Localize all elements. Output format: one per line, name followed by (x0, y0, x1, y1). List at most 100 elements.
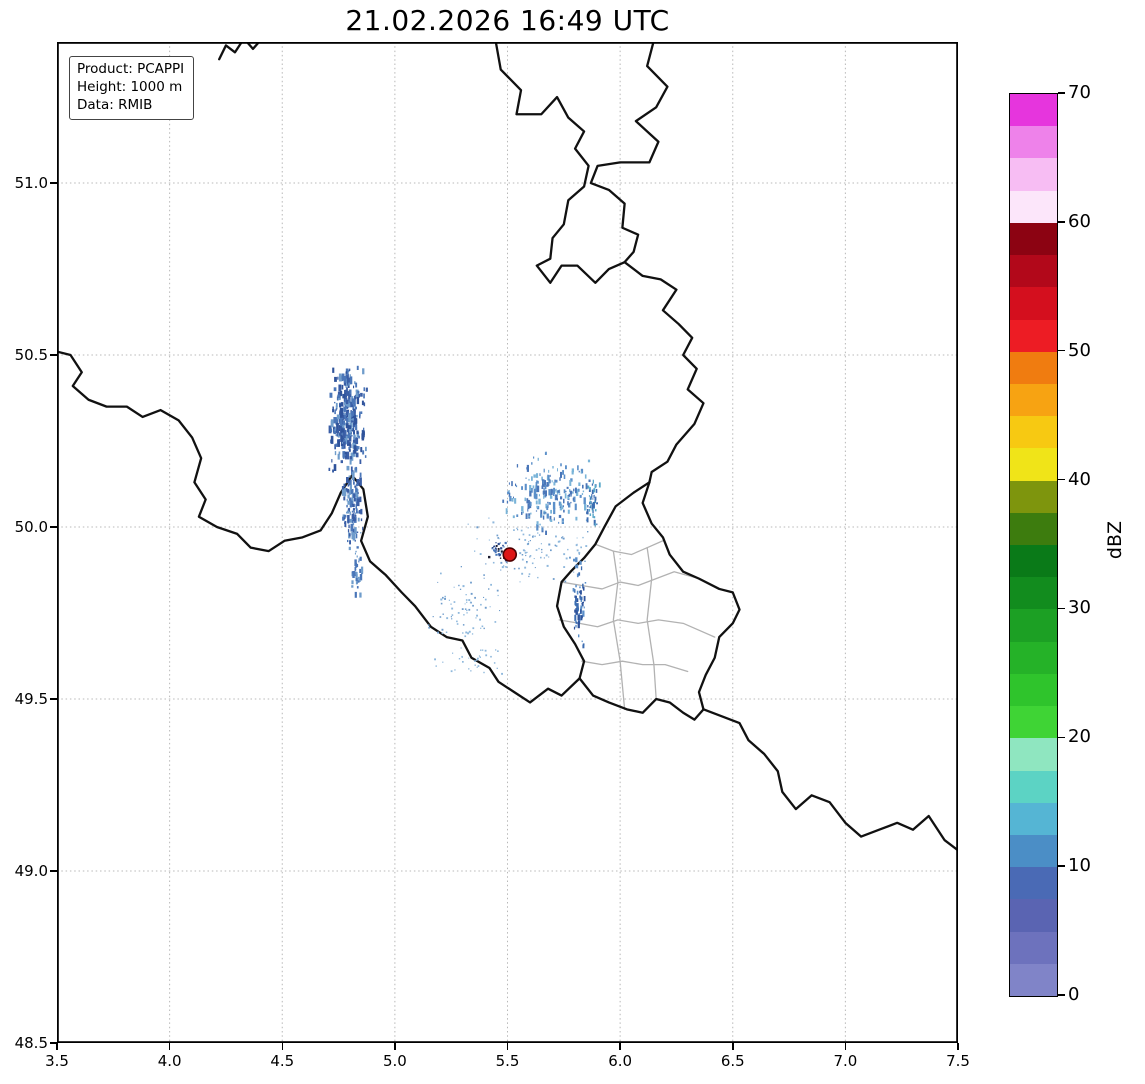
radar-echo-dot (346, 511, 348, 514)
radar-echo-dot (437, 581, 439, 583)
radar-echo-dot (341, 376, 344, 382)
radar-echo-dot (442, 596, 444, 599)
radar-echo-dot (354, 540, 356, 542)
radar-echo-dot (531, 476, 533, 481)
radar-echo-dot (592, 479, 594, 484)
radar-echo-dot (555, 535, 557, 538)
radar-echo-dot (575, 557, 578, 563)
radar-echo-dot (560, 463, 562, 467)
radar-echo-dot (536, 521, 539, 525)
x-axis-tickmark (957, 1043, 959, 1050)
radar-echo-dot (587, 485, 590, 489)
radar-echo-dot (554, 544, 557, 547)
radar-echo-dot (351, 435, 353, 437)
radar-echo-dot (360, 392, 363, 397)
radar-echo-dot (559, 477, 561, 481)
radar-echo-dot (532, 536, 534, 538)
colorbar-tickmark (1058, 865, 1065, 867)
radar-echo-dot (479, 656, 481, 658)
radar-echo-dot (582, 484, 584, 489)
radar-echo-dot (355, 571, 358, 577)
radar-echo-dot (357, 517, 360, 522)
radar-echo-dot (488, 517, 490, 519)
radar-echo-dot (358, 394, 360, 398)
radar-echo-dot (351, 411, 355, 416)
radar-echo-dot (363, 387, 365, 392)
radar-echo-dot (503, 565, 505, 567)
radar-echo-dot (468, 630, 471, 633)
colorbar-tick-label: 70 (1068, 82, 1091, 103)
radar-echo-dot (347, 529, 350, 533)
district-border-lux-canton-line-6 (646, 547, 657, 700)
radar-echo-dot (531, 562, 534, 565)
radar-echo-dot (547, 504, 549, 508)
radar-echo-dot (546, 482, 549, 487)
radar-echo-dot (346, 465, 350, 471)
radar-echo-dot (354, 552, 356, 555)
radar-echo-dot (352, 442, 355, 449)
radar-echo-dot (351, 416, 354, 420)
radar-echo-dot (566, 486, 569, 489)
radar-echo-dot (359, 496, 362, 503)
radar-echo-dot (521, 554, 524, 556)
x-axis-tick-label: 7.5 (946, 1052, 970, 1070)
radar-echo-dot (512, 515, 515, 519)
plot-frame (57, 42, 958, 1043)
radar-echo-dot (545, 530, 547, 535)
radar-echo-dot (341, 384, 344, 390)
radar-echo-dot (549, 515, 552, 520)
radar-echo-dot (577, 622, 580, 629)
radar-echo-dot (591, 494, 593, 498)
radar-echo-dot (472, 627, 475, 630)
radar-echo-dot (466, 609, 468, 612)
radar-echo-dot (551, 480, 553, 483)
radar-echo-dot (348, 435, 352, 442)
radar-echo-dot (550, 509, 552, 514)
radar-echo-dot (352, 439, 356, 443)
y-axis-tickmark (50, 698, 57, 700)
radar-echo-dot (344, 394, 346, 397)
y-axis-tickmark (50, 870, 57, 872)
radar-echo-dot (356, 396, 360, 405)
radar-echo-dot (428, 626, 431, 629)
radar-echo-dot (337, 423, 339, 429)
radar-echo-dot (559, 493, 561, 495)
radar-echo-dot (356, 531, 359, 533)
radar-echo-dot (593, 494, 595, 498)
radar-echo-dot (335, 434, 337, 436)
radar-echo-dot (493, 546, 495, 548)
radar-echo-dot (349, 374, 351, 377)
radar-echo-dot (358, 435, 360, 439)
radar-echo-dot (563, 553, 566, 556)
radar-echo-dot (543, 511, 546, 514)
radar-echo-dot (328, 467, 331, 471)
radar-echo-dot (572, 491, 574, 494)
radar-echo-dot (558, 514, 562, 518)
radar-echo-dot (346, 451, 350, 460)
radar-echo-dot (576, 598, 579, 602)
radar-echo-dot (363, 427, 365, 432)
radar-echo-dot (581, 615, 583, 619)
radar-echo-dot (556, 498, 558, 501)
radar-echo-dot (500, 561, 503, 564)
radar-echo-dot (561, 536, 563, 539)
radar-echo-dot (359, 556, 362, 561)
radar-echo-dot (502, 499, 505, 503)
radar-echo-dot (432, 616, 434, 618)
radar-echo-dot (570, 478, 573, 482)
y-axis-tickmark (50, 1042, 57, 1044)
radar-echo-dot (345, 439, 348, 445)
radar-echo-dot (553, 487, 555, 494)
radar-echo-dot (333, 387, 337, 392)
radar-echo-dot (571, 468, 574, 473)
radar-echo-dot (558, 501, 561, 506)
radar-echo-dot (579, 597, 581, 600)
radar-echo-dot (347, 500, 351, 505)
radar-echo-dot (522, 511, 524, 514)
radar-echo-dot (345, 392, 348, 397)
radar-echo-dot (553, 507, 556, 515)
colorbar-segment (1010, 350, 1057, 384)
radar-echo-dot (357, 576, 360, 579)
radar-echo-dot (355, 389, 358, 393)
radar-echo-dot (537, 576, 539, 579)
